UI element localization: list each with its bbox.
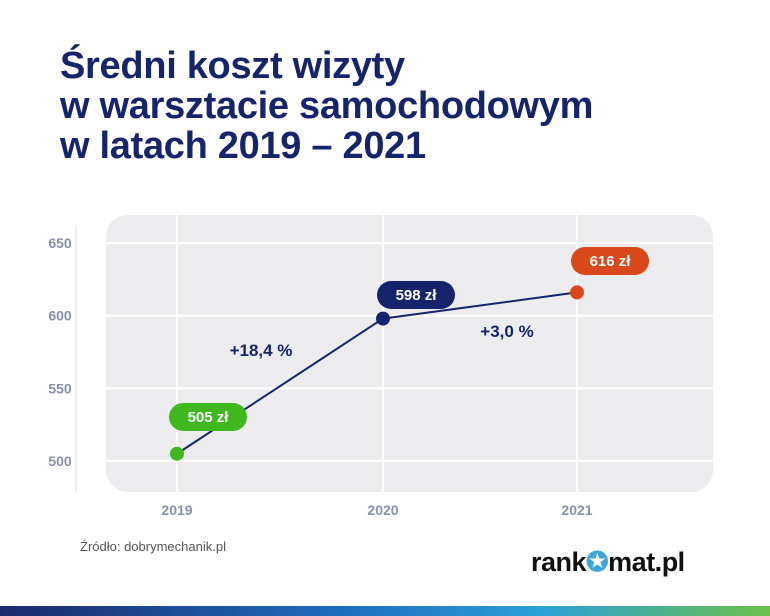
data-label: 505 zł [188,409,230,426]
y-tick-label: 600 [48,308,72,324]
data-label: 616 zł [590,253,632,270]
x-tick-label: 2020 [367,502,398,518]
title-line-2: w warsztacie samochodowym [60,85,594,127]
x-tick-label: 2021 [561,502,592,518]
data-point [570,285,584,300]
data-point [376,311,390,326]
title-line-3: w latach 2019 – 2021 [60,125,426,167]
change-annotation: +18,4 % [230,341,293,360]
bottom-gradient-bar [0,606,770,616]
y-tick-label: 500 [48,453,72,469]
chart-title: Średni koszt wizyty w warsztacie samocho… [60,46,593,166]
data-point [170,446,184,461]
data-label-bubble [571,247,649,275]
logo-text-right: mat.pl [608,547,685,577]
source-note: Źródło: dobrymechanik.pl [80,539,226,554]
logo-star-icon: ✪ [586,547,609,577]
plot-background [106,215,713,492]
data-label: 598 zł [396,287,438,304]
y-tick-label: 550 [48,380,72,396]
data-label-bubble [169,403,247,431]
change-annotation: +3,0 % [480,322,533,341]
rankomat-logo: rank✪mat.pl [531,547,685,578]
y-tick-label: 650 [48,235,72,251]
logo-text-left: rank [531,547,587,577]
title-line-1: Średni koszt wizyty [60,45,405,87]
x-tick-label: 2019 [161,502,192,518]
data-label-bubble [377,281,455,309]
